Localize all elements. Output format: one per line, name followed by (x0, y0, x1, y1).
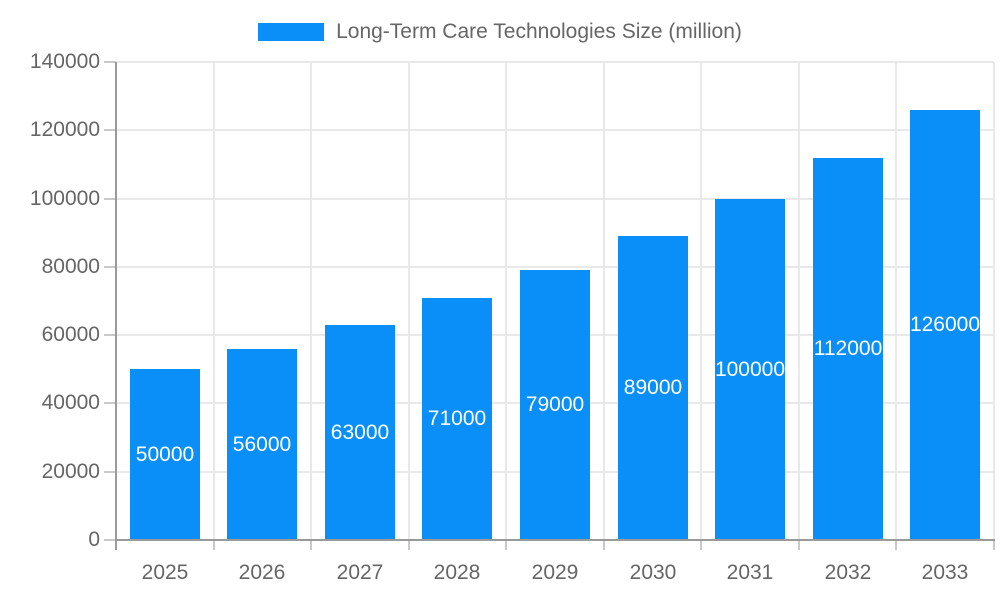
x-tick-mark (408, 540, 410, 550)
bar-value-label: 63000 (330, 421, 390, 444)
bar (618, 236, 688, 540)
y-gridline (116, 129, 994, 131)
y-tick-label: 120000 (29, 118, 100, 141)
x-axis-line (115, 539, 995, 541)
legend-label: Long-Term Care Technologies Size (millio… (336, 20, 742, 43)
x-tick-mark (310, 540, 312, 550)
bar (910, 110, 980, 540)
x-gridline (505, 62, 507, 540)
x-tick-label: 2029 (531, 561, 579, 584)
x-tick-label: 2025 (141, 561, 189, 584)
x-tick-label: 2030 (629, 561, 677, 584)
legend-item[interactable]: Long-Term Care Technologies Size (millio… (0, 20, 1000, 44)
x-tick-label: 2031 (726, 561, 774, 584)
x-tick-label: 2032 (824, 561, 872, 584)
bar-value-label: 112000 (813, 337, 883, 360)
x-tick-mark (798, 540, 800, 550)
bar (813, 158, 883, 540)
x-tick-mark (895, 540, 897, 550)
bar (227, 349, 297, 540)
y-gridline (116, 61, 994, 63)
x-gridline (700, 62, 702, 540)
x-gridline (798, 62, 800, 540)
x-tick-label: 2026 (238, 561, 286, 584)
bar-value-label: 79000 (525, 393, 585, 416)
y-tick-mark (104, 129, 116, 131)
x-gridline (213, 62, 215, 540)
x-tick-mark (115, 540, 117, 550)
y-tick-label: 100000 (29, 187, 100, 210)
x-tick-mark (700, 540, 702, 550)
x-gridline (310, 62, 312, 540)
y-tick-label: 140000 (29, 50, 100, 73)
x-tick-mark (993, 540, 995, 550)
bar (520, 270, 590, 540)
x-tick-label: 2028 (433, 561, 481, 584)
bar-value-label: 71000 (427, 407, 487, 430)
y-tick-label: 0 (88, 528, 100, 551)
y-axis-line (115, 62, 117, 541)
bar-value-label: 100000 (714, 358, 786, 381)
y-tick-mark (104, 539, 116, 541)
y-gridline (116, 266, 994, 268)
x-tick-mark (603, 540, 605, 550)
x-gridline (603, 62, 605, 540)
y-tick-mark (104, 61, 116, 63)
y-tick-label: 40000 (41, 391, 100, 414)
bar (715, 199, 785, 540)
bar-value-label: 50000 (135, 443, 195, 466)
bar (422, 298, 492, 540)
y-tick-label: 60000 (41, 323, 100, 346)
y-tick-mark (104, 198, 116, 200)
x-gridline (408, 62, 410, 540)
x-tick-label: 2033 (921, 561, 969, 584)
bar (325, 325, 395, 540)
x-tick-mark (213, 540, 215, 550)
legend-color-swatch (258, 23, 325, 41)
y-tick-label: 20000 (41, 460, 100, 483)
bar (130, 369, 200, 540)
y-tick-label: 80000 (41, 255, 100, 278)
bar-value-label: 89000 (623, 376, 683, 399)
y-gridline (116, 198, 994, 200)
x-gridline (895, 62, 897, 540)
y-tick-mark (104, 402, 116, 404)
x-gridline (993, 62, 995, 540)
y-tick-mark (104, 266, 116, 268)
y-tick-mark (104, 471, 116, 473)
bar-value-label: 126000 (909, 313, 981, 336)
x-tick-label: 2027 (336, 561, 384, 584)
x-tick-mark (505, 540, 507, 550)
bar-value-label: 56000 (232, 433, 292, 456)
y-tick-mark (104, 334, 116, 336)
